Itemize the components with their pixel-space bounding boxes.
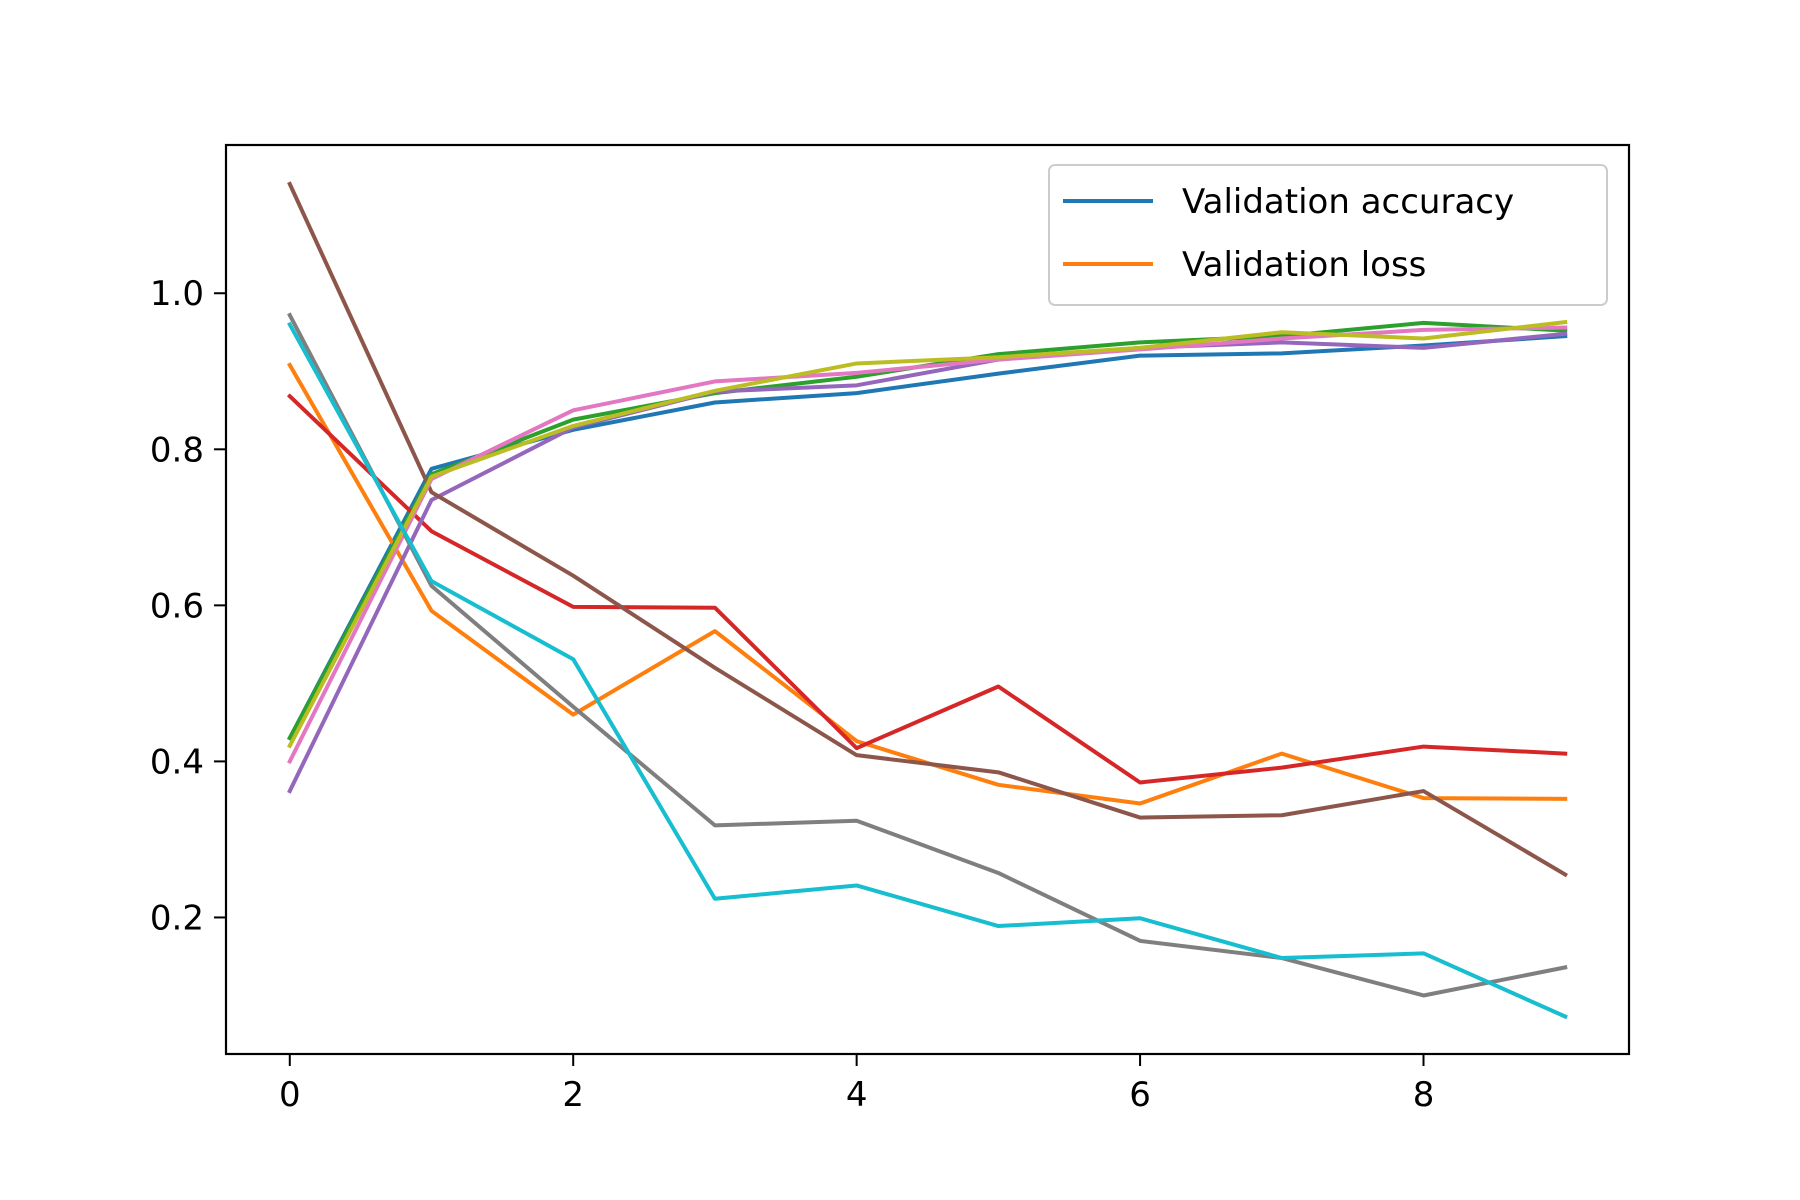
series-line-1: [287, 334, 1568, 741]
series-line-4: [286, 393, 1568, 785]
series-line-9: [287, 319, 1568, 749]
y-tick-label: 0.6: [150, 586, 204, 626]
x-tick-label: 0: [279, 1075, 301, 1115]
legend-box: [1048, 164, 1608, 306]
y-tick-label: 0.2: [150, 898, 204, 938]
series-line-6: [287, 181, 1568, 878]
y-axis: 0.2 0.4 0.6 0.8 1.0: [150, 274, 226, 938]
legend-label-accuracy: Validation accuracy: [1182, 182, 1514, 222]
x-tick-label: 4: [846, 1075, 868, 1115]
legend: Validation accuracy Validation loss: [1048, 164, 1608, 306]
y-tick-label: 0.4: [150, 742, 204, 782]
plot-frame: [224, 143, 1631, 1056]
x-tick-label: 2: [562, 1075, 584, 1115]
y-tick-label: 1.0: [150, 274, 204, 314]
series-line-5: [287, 331, 1568, 794]
series-line-8: [287, 312, 1568, 998]
x-tick-label: 8: [1413, 1075, 1435, 1115]
x-tick-label: 6: [1129, 1075, 1151, 1115]
series-line-7: [287, 325, 1568, 765]
y-tick-label: 0.8: [150, 430, 204, 470]
series-line-10: [287, 321, 1568, 1020]
legend-label-loss: Validation loss: [1182, 245, 1426, 285]
x-axis: 0 2 4 6 8: [279, 1054, 1434, 1115]
series-layer: [286, 181, 1568, 1020]
series-line-2: [287, 362, 1568, 806]
